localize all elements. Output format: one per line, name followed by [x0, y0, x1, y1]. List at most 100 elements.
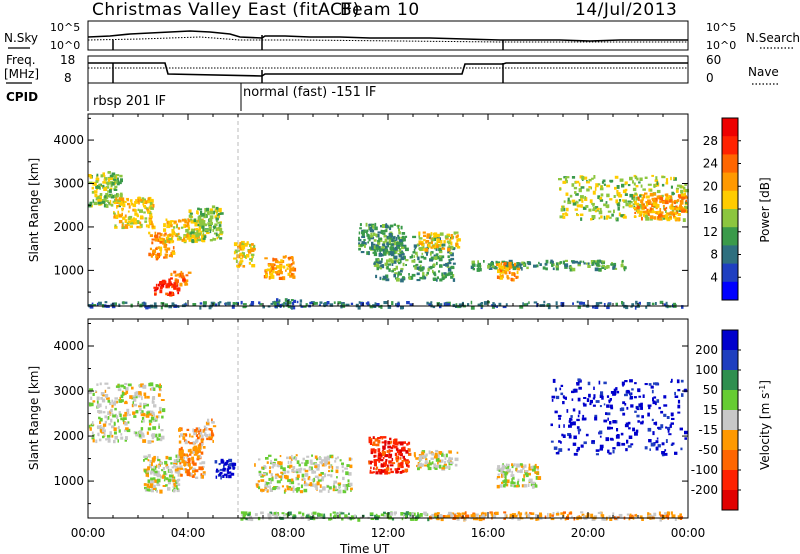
power-range-cell — [199, 223, 203, 227]
velocity-range-cell — [369, 460, 372, 465]
velocity-range-cell — [289, 464, 293, 468]
power-range-cell — [91, 190, 96, 194]
power-range-cell — [657, 210, 661, 214]
velocity-range-cell — [523, 474, 526, 478]
velocity-range-cell — [153, 479, 157, 483]
power-range-cell — [113, 187, 117, 190]
velocity-range-cell — [420, 513, 423, 517]
power-range-cell — [129, 225, 133, 228]
power-range-cell — [213, 210, 216, 215]
velocity-range-cell — [220, 476, 222, 480]
power-range-cell — [652, 208, 654, 211]
power-range-cell — [378, 305, 381, 308]
velocity-range-cell — [577, 428, 582, 432]
velocity-range-cell — [157, 393, 161, 397]
velocity-range-cell — [198, 448, 201, 453]
velocity-range-cell — [200, 439, 204, 443]
power-range-cell — [452, 274, 455, 278]
power-range-cell — [122, 216, 126, 220]
velocity-range-cell — [192, 467, 196, 471]
power-range-cell — [159, 289, 163, 294]
power-range-cell — [202, 237, 206, 240]
velocity-range-cell — [560, 517, 563, 521]
power-range-cell — [361, 241, 366, 244]
velocity-range-cell — [431, 452, 434, 456]
velocity-range-cell — [505, 479, 510, 484]
power-y-tick-label: 4000 — [53, 133, 84, 147]
power-range-cell — [387, 305, 392, 309]
power-range-cell — [398, 261, 401, 265]
velocity-range-cell — [287, 479, 291, 483]
velocity-range-cell — [563, 424, 565, 428]
power-range-cell — [199, 208, 203, 211]
power-range-cell — [164, 303, 168, 308]
power-range-cell — [635, 300, 638, 305]
power-range-cell — [647, 183, 652, 186]
power-range-cell — [432, 269, 434, 273]
velocity-range-cell — [641, 420, 644, 424]
velocity-range-cell — [298, 463, 301, 467]
power-range-cell — [579, 301, 583, 305]
power-range-cell — [555, 266, 559, 271]
velocity-range-cell — [117, 388, 122, 392]
power-range-cell — [472, 268, 475, 271]
power-range-cell — [513, 262, 517, 267]
power-range-cell — [600, 185, 603, 188]
velocity-range-cell — [225, 474, 228, 479]
velocity-range-cell — [572, 408, 576, 412]
velocity-range-cell — [107, 416, 110, 420]
power-range-cell — [505, 267, 509, 272]
velocity-range-cell — [370, 466, 372, 469]
power-range-cell — [368, 237, 371, 242]
velocity-range-cell — [557, 451, 560, 455]
power-range-cell — [667, 197, 670, 201]
velocity-range-cell — [320, 514, 325, 519]
velocity-range-cell — [99, 420, 102, 424]
power-range-cell — [477, 303, 482, 307]
power-range-cell — [141, 197, 145, 200]
power-range-cell — [682, 218, 686, 222]
velocity-range-cell — [671, 442, 675, 445]
velocity-range-cell — [270, 462, 273, 465]
velocity-range-cell — [183, 456, 186, 460]
power-range-cell — [116, 193, 119, 198]
velocity-range-cell — [340, 512, 345, 515]
power-range-cell — [171, 234, 174, 238]
velocity-range-cell — [568, 512, 573, 515]
velocity-range-cell — [390, 468, 393, 471]
power-range-cell — [659, 196, 664, 201]
velocity-range-cell — [146, 431, 149, 435]
velocity-range-cell — [629, 392, 632, 397]
power-range-cell — [289, 269, 292, 274]
power-range-cell — [564, 265, 568, 269]
velocity-range-cell — [133, 411, 136, 414]
power-range-cell — [503, 269, 508, 274]
velocity-range-cell — [569, 421, 573, 426]
velocity-range-cell — [375, 467, 378, 471]
velocity-range-cell — [192, 470, 196, 473]
velocity-range-cell — [212, 439, 214, 443]
power-range-cell — [579, 213, 584, 216]
power-range-cell — [413, 255, 416, 258]
velocity-range-cell — [296, 460, 300, 464]
velocity-range-cell — [218, 473, 222, 476]
velocity-range-cell — [422, 455, 426, 459]
power-range-cell — [582, 304, 586, 307]
power-range-cell — [133, 218, 137, 222]
power-range-cell — [182, 239, 187, 243]
velocity-range-cell — [179, 433, 184, 437]
freq-strip-frame — [87, 55, 689, 84]
power-range-cell — [280, 259, 283, 263]
power-range-cell — [669, 195, 673, 199]
velocity-range-cell — [162, 467, 166, 471]
velocity-range-cell — [520, 469, 523, 474]
velocity-range-cell — [111, 404, 114, 408]
power-range-cell — [282, 255, 286, 259]
power-range-cell — [159, 281, 163, 285]
power-range-cell — [134, 200, 138, 204]
power-range-cell — [434, 256, 438, 260]
velocity-range-cell — [502, 464, 506, 469]
velocity-range-cell — [121, 399, 124, 403]
power-range-cell — [104, 301, 108, 304]
power-range-cell — [183, 237, 186, 241]
